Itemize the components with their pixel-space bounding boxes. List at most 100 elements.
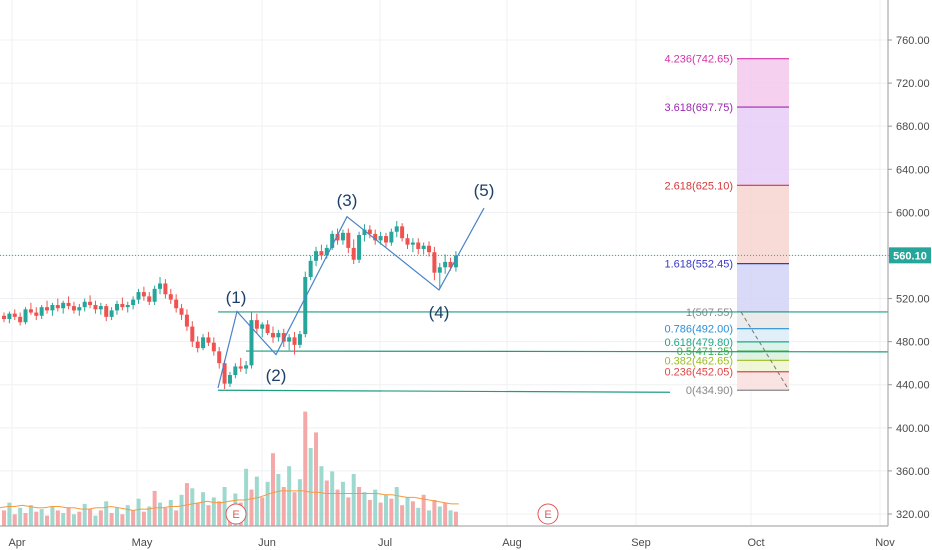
candle-body xyxy=(362,229,367,235)
volume-bar xyxy=(357,487,362,526)
fib-zone xyxy=(737,58,789,108)
candle-body xyxy=(152,288,157,302)
candle-body xyxy=(378,236,383,241)
volume-bar xyxy=(335,489,340,526)
candle-body xyxy=(114,303,119,311)
candle-body xyxy=(400,226,405,239)
time-tick-label: May xyxy=(132,537,153,549)
volume-bar xyxy=(206,505,211,526)
candle-body xyxy=(254,320,259,329)
trend-lines[interactable] xyxy=(0,254,889,393)
volume-bar xyxy=(222,487,227,526)
volume-bar xyxy=(448,510,453,526)
candle-body xyxy=(453,255,458,268)
fib-zone xyxy=(737,351,789,361)
volume-bar xyxy=(276,474,281,526)
volume-bar xyxy=(346,497,351,526)
volume-bar xyxy=(453,511,458,526)
volume-bar xyxy=(28,505,33,526)
volume-bar xyxy=(61,513,66,526)
fib-zone xyxy=(737,263,789,312)
candle-body xyxy=(249,320,254,366)
volume-bar xyxy=(211,497,216,526)
volume-bars xyxy=(2,411,458,526)
volume-bar xyxy=(88,509,93,526)
volume-bar xyxy=(373,489,378,526)
candle-body xyxy=(340,232,345,241)
volume-bar xyxy=(141,511,146,526)
time-axis[interactable]: Apr May Jun Jul Aug Sep Oct Nov xyxy=(0,525,895,549)
volume-bar xyxy=(195,502,200,526)
candle-body xyxy=(93,305,98,310)
candle-body xyxy=(217,351,222,364)
candle-body xyxy=(50,305,55,311)
volume-bar xyxy=(416,507,421,526)
candle-body xyxy=(222,363,227,384)
candle-body xyxy=(136,292,141,300)
price-tick-label: 400.00 xyxy=(896,423,930,435)
time-tick-label: Oct xyxy=(747,537,764,549)
last-price-tag-label: 560.10 xyxy=(893,250,927,262)
candle-body xyxy=(437,267,442,273)
volume-bar xyxy=(77,511,82,526)
candle-body xyxy=(34,312,39,316)
price-tick-label: 480.00 xyxy=(896,337,930,349)
fib-level-label: 0(434.90) xyxy=(686,385,733,397)
volume-bar xyxy=(281,487,286,526)
fib-extension[interactable]: 4.236(742.65) 3.618(697.75) 2.618(625.10) 1… xyxy=(665,54,790,398)
fib-zone xyxy=(737,360,789,372)
price-tick-label: 680.00 xyxy=(896,121,930,133)
candle-body xyxy=(373,233,378,241)
time-tick-label: Sep xyxy=(631,537,651,549)
volume-bar xyxy=(394,487,399,526)
candle-body xyxy=(125,305,130,308)
candle-body xyxy=(82,301,87,308)
volume-bar xyxy=(168,500,173,526)
candle-body xyxy=(405,238,410,245)
fib-level-label: 0.786(492.00) xyxy=(665,324,734,336)
candle-body xyxy=(319,251,324,256)
volume-bar xyxy=(82,503,87,526)
trend-line xyxy=(245,350,889,353)
candle-body xyxy=(131,299,136,306)
price-tick-label: 320.00 xyxy=(896,509,930,521)
candle-body xyxy=(448,261,453,268)
candle-body xyxy=(55,305,60,309)
fib-zone xyxy=(737,311,789,329)
volume-bar xyxy=(314,432,319,526)
candle-body xyxy=(394,226,399,232)
candle-body xyxy=(308,260,313,277)
time-tick-label: Jun xyxy=(258,537,276,549)
volume-bar xyxy=(114,507,119,526)
fib-level-label: 3.618(697.75) xyxy=(665,102,734,114)
candle-body xyxy=(324,247,329,256)
elliott-wave[interactable]: (1) (2) (3) (4) (5) E E xyxy=(217,181,559,525)
volume-bar xyxy=(71,514,76,526)
candle-body xyxy=(427,245,432,253)
candle-body xyxy=(88,301,93,306)
candle-body xyxy=(367,229,372,234)
price-tick-label: 720.00 xyxy=(896,78,930,90)
volume-bar xyxy=(109,513,114,526)
price-tick-label: 760.00 xyxy=(896,35,930,47)
volume-bar xyxy=(131,510,136,526)
candle-body xyxy=(66,302,71,307)
candle-body xyxy=(265,324,270,334)
candle-body xyxy=(303,277,308,335)
candle-body xyxy=(244,365,249,369)
volume-bar xyxy=(136,498,141,526)
volume-bar xyxy=(7,502,12,526)
candle-body xyxy=(168,294,173,300)
wave-label: (3) xyxy=(337,191,358,210)
volume-bar xyxy=(319,466,324,526)
price-tick-label: 360.00 xyxy=(896,466,930,478)
volume-bar xyxy=(308,448,313,526)
earnings-marker xyxy=(225,503,247,525)
fib-trend-dashed xyxy=(740,311,790,391)
candle-body xyxy=(233,366,238,376)
volume-bar xyxy=(432,500,437,526)
wave-label: (2) xyxy=(266,366,287,385)
volume-bar xyxy=(292,492,297,526)
candle-body xyxy=(141,292,146,297)
